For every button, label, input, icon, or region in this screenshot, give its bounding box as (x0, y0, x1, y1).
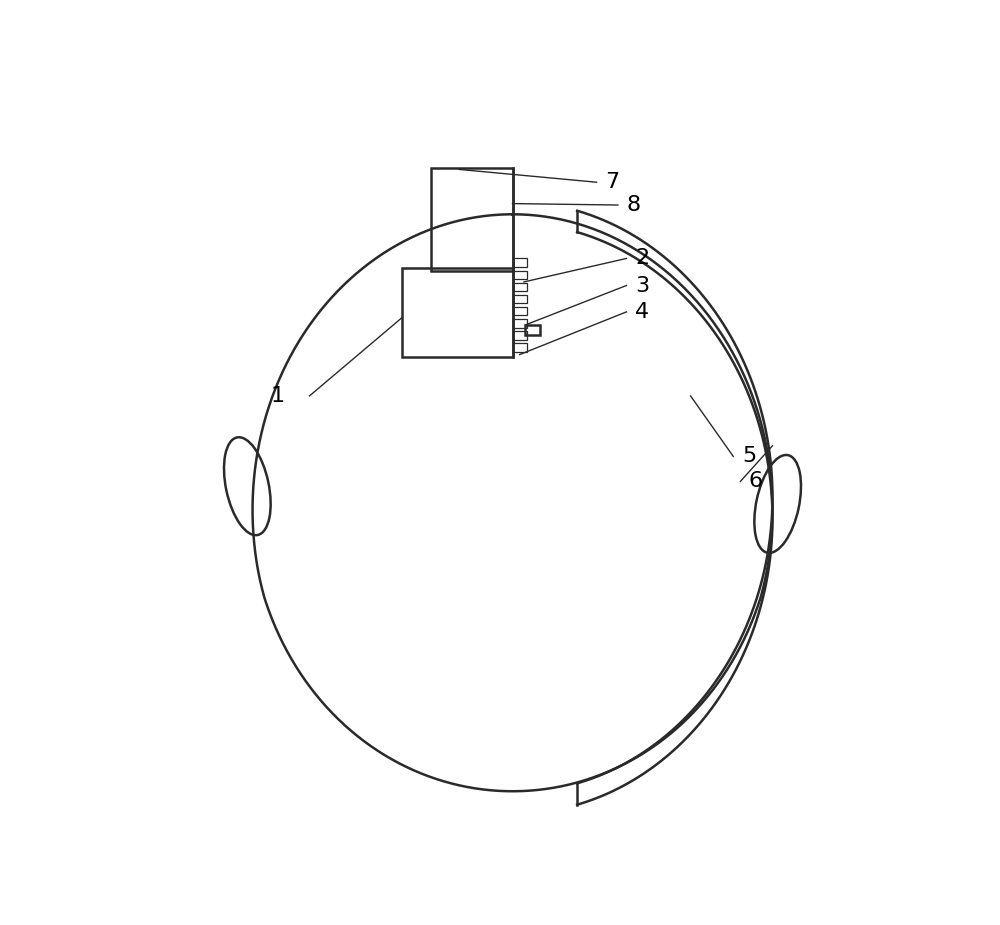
Text: 7: 7 (605, 172, 619, 192)
Text: 6: 6 (749, 472, 763, 491)
Text: 5: 5 (742, 447, 756, 466)
Bar (513, 295, 527, 303)
Bar (513, 343, 527, 352)
Bar (513, 270, 527, 279)
Bar (513, 319, 527, 327)
Bar (513, 283, 527, 291)
Text: 2: 2 (635, 249, 649, 268)
Text: 3: 3 (635, 276, 649, 295)
Bar (402, 267, 512, 357)
Text: 1: 1 (270, 386, 285, 406)
Bar (525, 325, 540, 335)
Bar (513, 307, 527, 315)
Text: 4: 4 (635, 302, 649, 322)
Bar (513, 331, 527, 339)
Bar (513, 258, 527, 267)
Text: 8: 8 (626, 195, 641, 215)
Bar (431, 168, 512, 271)
